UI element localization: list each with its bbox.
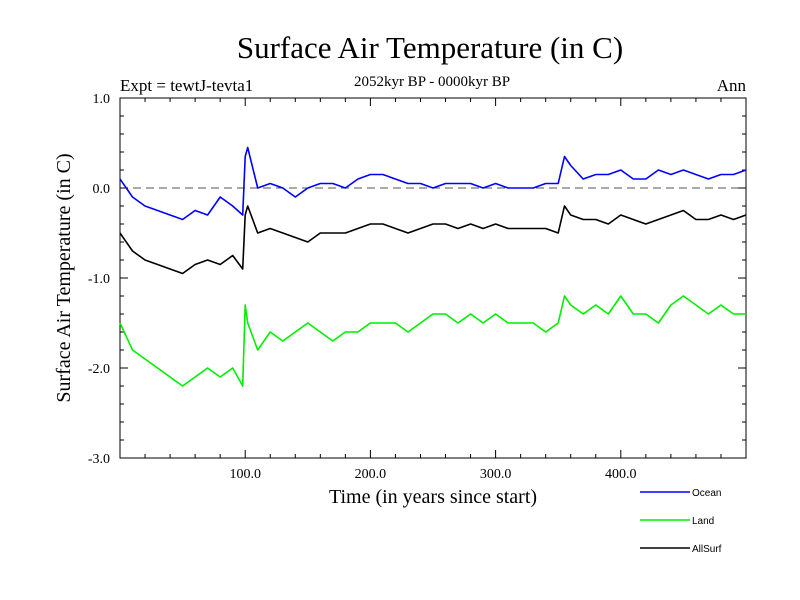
y-tick-label: 1.0 bbox=[93, 92, 111, 107]
x-tick-label: 100.0 bbox=[229, 467, 261, 482]
chart-title: Surface Air Temperature (in C) bbox=[237, 30, 623, 65]
legend-label-ocean: Ocean bbox=[692, 488, 721, 499]
x-tick-label: 400.0 bbox=[605, 467, 637, 482]
y-tick-label: 0.0 bbox=[93, 182, 111, 197]
x-tick-label: 300.0 bbox=[480, 467, 512, 482]
y-tick-label: -1.0 bbox=[88, 272, 110, 287]
chart-subtitle: 2052kyr BP - 0000kyr BP bbox=[354, 74, 510, 90]
x-tick-label: 200.0 bbox=[355, 467, 387, 482]
series-line-ocean bbox=[119, 146, 747, 221]
experiment-label: Expt = tewtJ-tevta1 bbox=[120, 76, 253, 95]
x-axis-label: Time (in years since start) bbox=[329, 486, 537, 508]
season-label: Ann bbox=[717, 76, 747, 95]
y-axis-label: Surface Air Temperature (in C) bbox=[53, 153, 75, 402]
series-line-allsurf bbox=[119, 205, 747, 275]
y-tick-label: -2.0 bbox=[88, 362, 110, 377]
legend-label-allsurf: AllSurf bbox=[692, 544, 722, 555]
series-line-land bbox=[119, 295, 746, 387]
legend-label-land: Land bbox=[692, 516, 714, 527]
y-tick-label: -3.0 bbox=[88, 452, 110, 467]
plot-frame bbox=[119, 97, 747, 459]
